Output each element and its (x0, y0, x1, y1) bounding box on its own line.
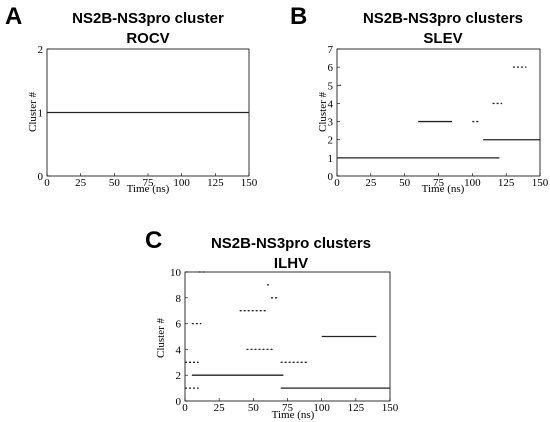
x-tick-label: 25 (365, 177, 377, 189)
y-tick-label: 8 (176, 293, 182, 305)
x-tick-label: 150 (241, 177, 258, 189)
panel-letter-b: B (290, 3, 307, 30)
x-tick-label: 100 (464, 177, 481, 189)
panel-slev: B NS2B-NS3pro clusters SLEV Time (ns) Cl… (290, 3, 549, 195)
y-tick-label: 5 (328, 80, 334, 92)
x-tick-label: 25 (214, 402, 226, 414)
y-tick-label: 4 (328, 98, 334, 110)
y-tick-label: 0 (176, 396, 182, 408)
x-tick-label: 125 (498, 177, 515, 189)
x-tick-label: 50 (399, 177, 411, 189)
chart-subtitle: SLEV (423, 30, 462, 47)
y-tick-label: 2 (328, 135, 334, 147)
x-tick-label: 75 (143, 177, 155, 189)
x-tick-label: 125 (207, 177, 224, 189)
chart-title: NS2B-NS3pro clusters (211, 235, 371, 252)
x-tick-label: 125 (348, 402, 365, 414)
y-tick-label: 10 (170, 267, 182, 279)
y-axis-label: Cluster # (317, 91, 329, 132)
y-tick-label: 1 (328, 153, 334, 165)
x-tick-label: 75 (282, 402, 294, 414)
x-tick-label: 25 (75, 177, 87, 189)
x-tick-label: 0 (44, 177, 50, 189)
x-axis-label: Time (ns) (127, 183, 170, 195)
chart-subtitle: ROCV (126, 30, 169, 47)
x-tick-label: 100 (173, 177, 190, 189)
x-tick-label: 50 (248, 402, 260, 414)
y-tick-label: 3 (328, 117, 334, 129)
x-tick-label: 0 (182, 402, 188, 414)
y-tick-label: 6 (176, 319, 182, 331)
plot-frame (336, 48, 541, 177)
panel-rocv: A NS2B-NS3pro cluster ROCV Time (ns) Clu… (5, 3, 258, 195)
y-axis-label: Cluster # (155, 317, 167, 358)
x-axis-label: Time (ns) (422, 183, 465, 195)
x-axis-label: Time (ns) (272, 409, 315, 421)
x-tick-label: 100 (313, 402, 330, 414)
y-tick-label: 0 (38, 171, 44, 183)
chart-title: NS2B-NS3pro clusters (363, 10, 523, 27)
y-tick-label: 1 (38, 108, 44, 120)
chart-subtitle: ILHV (274, 255, 308, 272)
y-tick-label: 2 (38, 44, 44, 56)
panel-letter-a: A (5, 3, 22, 30)
y-tick-label: 0 (328, 171, 334, 183)
x-tick-label: 75 (433, 177, 445, 189)
y-axis-label: Cluster # (27, 91, 39, 132)
panel-letter-c: C (145, 227, 162, 254)
panel-ilhv: C NS2B-NS3pro clusters ILHV Time (ns) Cl… (145, 227, 399, 421)
y-tick-label: 2 (176, 370, 182, 382)
y-tick-label: 6 (328, 62, 334, 74)
x-tick-label: 150 (532, 177, 549, 189)
x-tick-label: 0 (334, 177, 340, 189)
y-tick-label: 7 (328, 44, 334, 56)
chart-title: NS2B-NS3pro cluster (72, 10, 224, 27)
x-tick-label: 150 (382, 402, 399, 414)
x-tick-label: 50 (109, 177, 121, 189)
y-tick-label: 4 (176, 344, 182, 356)
